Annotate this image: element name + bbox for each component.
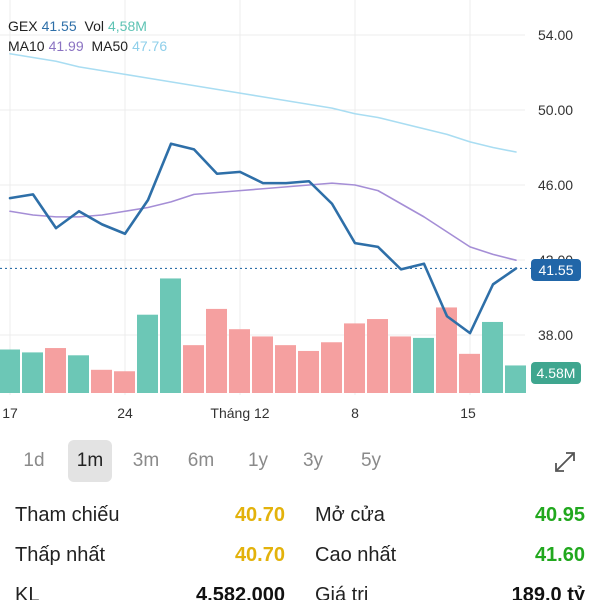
current-volume-tag: 4.58M	[531, 362, 581, 384]
volume-bar	[206, 308, 227, 393]
y-tick-label: 54.00	[538, 27, 573, 43]
volume-bar	[367, 319, 388, 393]
volume-bar	[229, 329, 250, 393]
low-value: 40.70	[234, 544, 285, 566]
x-tick-label: 15	[460, 405, 476, 421]
legend-vol-label: Vol	[84, 18, 104, 34]
stats-row-1: Tham chiếu 40.70 Mở cửa 40.95	[0, 504, 600, 544]
volume-bar	[298, 350, 319, 393]
volume-bar	[22, 352, 43, 393]
legend-ma50-value: 47.76	[132, 38, 168, 54]
volume-bar	[275, 345, 296, 393]
volume-bar	[0, 349, 20, 393]
value-label: Giá trị	[315, 584, 369, 600]
range-tabs: 1d 1m 3m 6m 1y 3y 5y	[0, 440, 600, 484]
volume-bar	[482, 321, 503, 393]
legend-price-row: GEX 41.55 Vol 4,58M	[8, 17, 151, 35]
y-tick-label: 38.00	[538, 327, 573, 343]
legend-ma10-label: MA10	[8, 38, 45, 54]
volume-bar	[413, 337, 434, 393]
volume-bar	[91, 369, 112, 393]
open-value: 40.95	[534, 504, 585, 526]
volume-bar	[344, 323, 365, 393]
x-tick-label: Tháng 12	[210, 405, 269, 421]
legend-ma10-value: 41.99	[48, 38, 84, 54]
volume-bar	[68, 355, 89, 393]
kl-value: 4,582,000	[196, 584, 285, 600]
value-value: 189.0 tỷ	[511, 584, 585, 600]
y-tick-label: 46.00	[538, 177, 573, 193]
ma10-line	[9, 182, 517, 261]
reference-value: 40.70	[234, 504, 285, 526]
legend-vol-value: 4,58M	[107, 18, 147, 34]
legend-ma-row: MA10 41.99 MA50 47.76	[8, 37, 171, 55]
high-value: 41.60	[534, 544, 585, 566]
open-label: Mở cửa	[315, 504, 385, 526]
legend-ticker: GEX	[8, 18, 38, 34]
stats-row-3: KL 4,582,000 Giá trị 189.0 tỷ	[0, 584, 600, 600]
tab-3y[interactable]: 3y	[302, 450, 324, 471]
x-tick-label: 17	[2, 405, 18, 421]
volume-bar	[459, 353, 480, 393]
reference-label: Tham chiếu	[15, 504, 120, 526]
ma50-line	[9, 52, 517, 153]
volume-bar	[137, 314, 158, 393]
tab-1m[interactable]: 1m	[68, 440, 112, 482]
stats-row-2: Thấp nhất 40.70 Cao nhất 41.60	[0, 544, 600, 584]
volume-bar	[183, 345, 204, 393]
expand-arrows-icon[interactable]	[553, 450, 577, 474]
volume-bar	[45, 348, 66, 393]
tab-5y[interactable]: 5y	[360, 450, 382, 471]
volume-bar	[505, 365, 526, 393]
volume-bar	[321, 342, 342, 393]
x-tick-label: 24	[117, 405, 133, 421]
volume-bar	[160, 278, 181, 393]
low-label: Thấp nhất	[15, 544, 106, 566]
price-line	[8, 142, 518, 335]
kl-label: KL	[15, 584, 40, 600]
legend-price-value: 41.55	[41, 18, 77, 34]
tab-1d[interactable]: 1d	[23, 450, 45, 471]
tab-1y[interactable]: 1y	[247, 450, 269, 471]
tab-6m[interactable]: 6m	[187, 450, 215, 471]
x-tick-label: 8	[351, 405, 359, 421]
high-label: Cao nhất	[315, 544, 397, 566]
legend-ma50-label: MA50	[91, 38, 129, 54]
volume-bar	[114, 371, 135, 393]
y-tick-label: 50.00	[538, 102, 573, 118]
volume-bar	[390, 336, 411, 393]
volume-bar	[252, 336, 273, 393]
current-price-tag: 41.55	[531, 259, 581, 281]
tab-3m[interactable]: 3m	[132, 450, 160, 471]
volume-bar	[436, 307, 457, 393]
